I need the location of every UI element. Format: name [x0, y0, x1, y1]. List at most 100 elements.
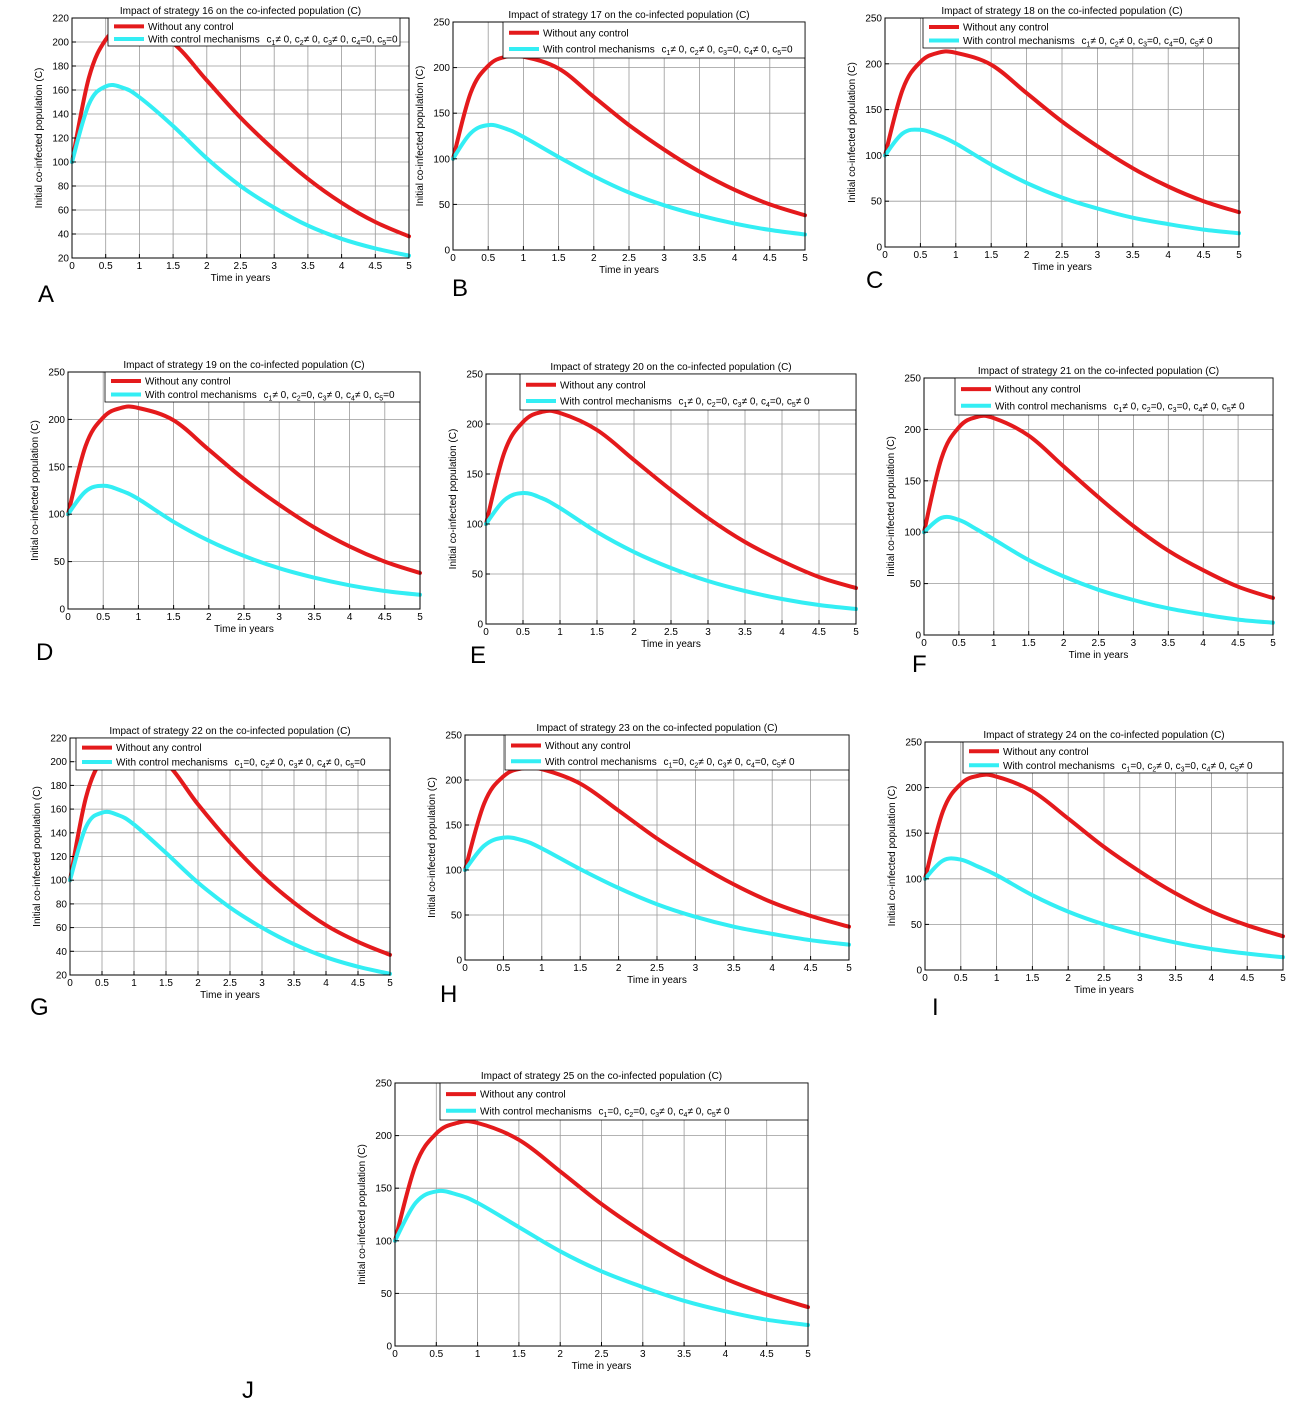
chart-panel-B: 0 0.5 1 1.5 2 2.5 3 3.5 4 4.5 5050100150200250Impa… — [415, 10, 808, 302]
x-tick-label: 3 — [1137, 973, 1143, 984]
legend-label-with: With control mechanisms c1=0, c2=0, c3≠ … — [480, 1106, 730, 1119]
legend-condition-relation: ≠ 0 — [742, 397, 756, 408]
legend-condition-var: , c — [713, 45, 724, 56]
x-tick-label: 1.5 — [167, 612, 181, 623]
legend-condition-var: , c — [346, 35, 357, 46]
panel-letter: F — [912, 651, 927, 678]
legend-condition-index: 5 — [792, 402, 796, 409]
legend-condition-relation: =0 — [301, 390, 313, 401]
y-tick-label: 100 — [445, 866, 462, 877]
x-tick-label: 3.5 — [677, 1349, 691, 1360]
x-tick-label: 3.5 — [727, 963, 741, 974]
legend-with-prefix: With control mechanisms — [543, 45, 655, 56]
x-tick-label: 4 — [347, 612, 353, 623]
y-tick-label: 150 — [865, 105, 882, 116]
x-tick-label: 1 — [131, 978, 137, 989]
x-tick-label: 3 — [640, 1349, 646, 1360]
x-tick-label: 0 — [65, 612, 71, 623]
x-tick-label: 1 — [137, 261, 143, 272]
legend-condition-index: 4 — [1169, 42, 1173, 49]
chart-title: Impact of strategy 17 on the co-infected… — [508, 10, 749, 21]
y-tick-label: 100 — [50, 876, 67, 887]
x-tick-label: 2 — [616, 963, 622, 974]
x-tick-label: 1.5 — [512, 1349, 526, 1360]
x-tick-label: 3 — [705, 627, 711, 638]
x-tick-label: 2.5 — [1092, 638, 1106, 649]
legend: Without any control With control mechanis… — [107, 17, 401, 47]
legend-condition-index: 3 — [655, 1112, 659, 1119]
y-tick-label: 250 — [466, 370, 483, 381]
legend-label-without: Without any control — [963, 23, 1049, 34]
legend-condition-index: 4 — [749, 50, 753, 57]
legend-box — [504, 734, 850, 771]
legend-condition-relation: =0 — [781, 45, 793, 56]
x-tick-label: 2.5 — [1055, 250, 1069, 261]
x-tick-label: 0.5 — [954, 973, 968, 984]
legend-condition-index: 2 — [1147, 407, 1151, 414]
x-tick-label: 2.5 — [1097, 973, 1111, 984]
legend-condition-index: 4 — [684, 1112, 688, 1119]
legend-condition-index: 1 — [683, 402, 687, 409]
y-tick-label: 250 — [865, 14, 882, 25]
y-tick-label: 250 — [48, 368, 65, 379]
legend-condition-relation: =0 — [383, 390, 395, 401]
series-line-without-control — [923, 772, 1285, 939]
chart-panel-H: 0 0.5 1 1.5 2 2.5 3 3.5 4 4.5 5050100150200250Impa… — [427, 723, 852, 1008]
legend-condition-index: 4 — [1207, 766, 1211, 773]
y-tick-label: 0 — [876, 243, 882, 254]
legend-with-prefix: With control mechanisms — [995, 401, 1107, 412]
y-tick-label: 20 — [58, 254, 70, 265]
legend-label-with: With control mechanisms c1=0, c2≠ 0, c3≠… — [116, 758, 366, 771]
legend-condition-var: c — [1111, 401, 1119, 412]
chart-title: Impact of strategy 23 on the co-infected… — [536, 723, 777, 734]
legend-condition-var: , c — [712, 757, 723, 768]
panel-letter: B — [452, 275, 468, 302]
series-line-with-control — [463, 835, 851, 947]
legend-condition-index: 5 — [1235, 766, 1239, 773]
chart-title: Impact of strategy 24 on the co-infected… — [983, 730, 1224, 741]
legend-condition-index: 3 — [723, 50, 727, 57]
x-tick-label: 4.5 — [378, 612, 392, 623]
legend-condition-relation: ≠ 0 — [727, 757, 741, 768]
legend-with-prefix: With control mechanisms — [963, 36, 1075, 47]
y-tick-label: 250 — [375, 1079, 392, 1090]
x-tick-label: 4 — [779, 627, 785, 638]
x-tick-label: 4 — [323, 978, 329, 989]
legend-condition-var: , c — [701, 1106, 712, 1117]
x-tick-label: 2.5 — [237, 612, 251, 623]
legend-condition-index: 3 — [323, 396, 327, 403]
legend-condition-index: 1 — [666, 50, 670, 57]
y-tick-label: 200 — [905, 783, 922, 794]
legend-condition-index: 3 — [738, 402, 742, 409]
legend-condition-index: 2 — [695, 50, 699, 57]
legend-condition-index: 5 — [777, 762, 781, 769]
legend-condition-var: , c — [766, 757, 777, 768]
legend-condition-var: , c — [1142, 761, 1153, 772]
y-tick-label: 50 — [451, 911, 463, 922]
legend-condition-relation: ≠ 0 — [1239, 761, 1253, 772]
legend-condition-relation: =0 — [727, 45, 739, 56]
x-tick-label: 4.5 — [1240, 973, 1254, 984]
legend-condition-relation: =0 — [672, 757, 684, 768]
legend-label-without: Without any control — [560, 380, 646, 391]
x-tick-label: 5 — [853, 627, 859, 638]
chart-title: Impact of strategy 20 on the co-infected… — [550, 362, 791, 373]
x-tick-label: 4.5 — [812, 627, 826, 638]
legend-condition-relation: =0 — [1177, 401, 1189, 412]
x-tick-label: 1 — [557, 627, 563, 638]
y-tick-label: 200 — [865, 59, 882, 70]
chart-panel-E: 0 0.5 1 1.5 2 2.5 3 3.5 4 4.5 5050100150200250Impa… — [448, 362, 859, 669]
legend-with-prefix: With control mechanisms — [545, 757, 657, 768]
x-tick-label: 3 — [276, 612, 282, 623]
y-tick-label: 0 — [386, 1342, 392, 1353]
legend: Without any control With control mechanis… — [504, 734, 850, 771]
legend-condition-var: c — [1119, 761, 1127, 772]
x-axis-label: Time in years — [200, 990, 260, 1001]
legend-condition-relation: =0 — [386, 35, 398, 46]
legend-condition-relation: ≠ 0 — [781, 757, 795, 768]
chart-title: Impact of strategy 21 on the co-infected… — [978, 366, 1219, 377]
x-tick-label: 3.5 — [287, 978, 301, 989]
legend-label-without: Without any control — [480, 1090, 566, 1101]
x-tick-label: 3.5 — [692, 253, 706, 264]
